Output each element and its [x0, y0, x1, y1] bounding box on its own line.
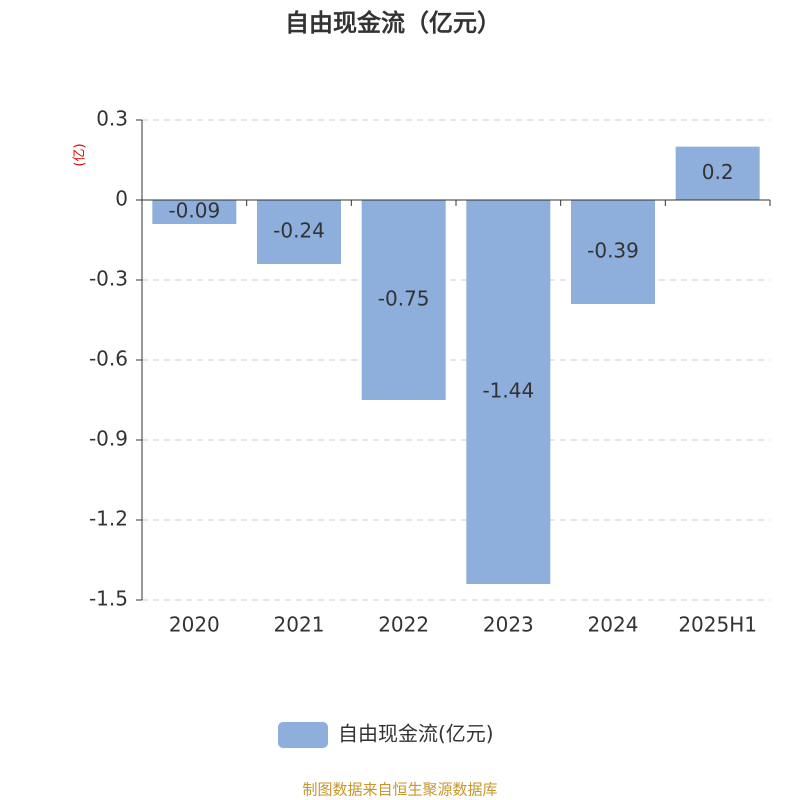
y-tick-label: -0.9	[89, 427, 128, 451]
data-label: -0.09	[168, 199, 220, 223]
data-label: 0.2	[702, 160, 734, 184]
y-tick-label: 0.3	[96, 107, 128, 131]
y-tick-label: -1.2	[89, 507, 128, 531]
x-tick-label: 2022	[378, 613, 429, 637]
x-tick-label: 2020	[169, 613, 220, 637]
x-tick-label: 2023	[483, 613, 534, 637]
data-label: -0.75	[378, 287, 430, 311]
data-label: -0.39	[587, 239, 639, 263]
y-tick-label: -0.3	[89, 267, 128, 291]
bar	[571, 200, 655, 304]
legend-label: 自由现金流(亿元)	[338, 722, 494, 746]
data-label: -0.24	[273, 219, 325, 243]
bar	[675, 146, 760, 200]
legend-swatch	[278, 722, 328, 748]
x-tick-label: 2021	[274, 613, 325, 637]
bar	[257, 200, 341, 264]
y-tick-label: 0	[115, 187, 128, 211]
y-axis-label: (亿)	[73, 143, 88, 166]
y-tick-label: -0.6	[89, 347, 128, 371]
chart-title: 自由现金流（亿元）	[285, 9, 501, 37]
x-tick-label: 2024	[588, 613, 639, 637]
x-tick-label: 2025H1	[678, 613, 757, 637]
data-label: -1.44	[482, 379, 534, 403]
bar	[466, 200, 551, 584]
bar	[152, 200, 237, 224]
source-note: 制图数据来自恒生聚源数据库	[302, 781, 497, 799]
y-tick-label: -1.5	[89, 587, 128, 611]
bar	[361, 200, 446, 400]
